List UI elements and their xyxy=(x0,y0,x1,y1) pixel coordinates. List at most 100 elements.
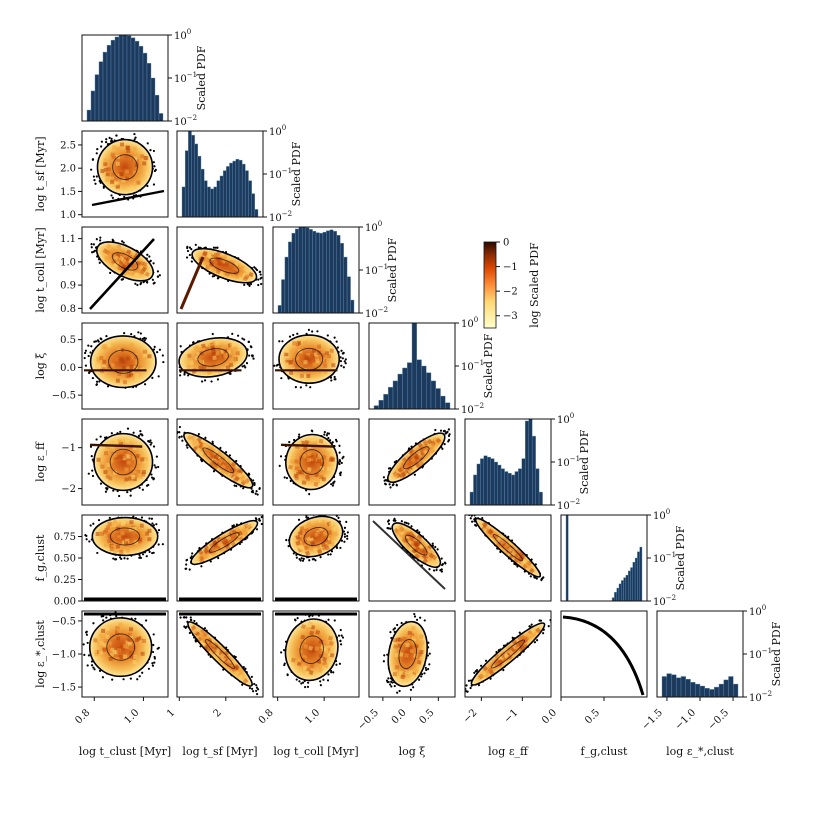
outlier-point xyxy=(132,431,135,434)
density-pixel xyxy=(301,624,306,629)
density-pixel xyxy=(125,439,130,444)
outlier-point xyxy=(96,339,100,342)
outlier-point xyxy=(151,522,154,525)
outlier-point xyxy=(343,526,347,529)
density-pixel xyxy=(426,438,433,445)
outlier-point xyxy=(141,488,144,491)
density-pixel xyxy=(284,349,289,354)
contour-line xyxy=(111,252,139,271)
density-pixel xyxy=(315,478,321,484)
outlier-point xyxy=(109,271,112,274)
outlier-point xyxy=(153,165,156,168)
outlier-point xyxy=(93,249,97,252)
histogram-ytick-label: 10−1 xyxy=(365,263,388,277)
outlier-point xyxy=(484,659,488,662)
outlier-point xyxy=(241,337,244,340)
density-pixel xyxy=(102,642,107,647)
outlier-point xyxy=(152,445,156,448)
outlier-point xyxy=(105,138,108,141)
outlier-point xyxy=(389,631,392,634)
outlier-point xyxy=(255,684,258,687)
density-pixel xyxy=(295,656,301,662)
contour-line xyxy=(112,154,138,180)
density-pixel xyxy=(535,627,542,634)
outlier-point xyxy=(84,349,87,352)
density-pixel xyxy=(134,527,139,532)
density-pixel xyxy=(295,534,301,540)
density-pixel xyxy=(99,531,104,536)
outlier-point xyxy=(533,641,537,644)
histogram-ylabel: Scaled PDF xyxy=(195,45,208,110)
histogram-bar xyxy=(634,557,638,602)
density-pixel xyxy=(147,537,152,542)
density-pixel xyxy=(134,377,139,382)
density-pixel xyxy=(112,145,117,150)
joint-panel-xi-fg xyxy=(368,514,456,602)
outlier-point xyxy=(197,433,201,436)
density-pixel xyxy=(230,262,236,269)
outlier-point xyxy=(323,433,326,436)
outlier-point xyxy=(428,568,431,571)
histogram-bar xyxy=(518,468,523,506)
outlier-point xyxy=(150,441,153,444)
density-pixel xyxy=(103,470,108,475)
panel-frame xyxy=(368,418,456,506)
histogram-bar xyxy=(222,170,227,218)
outlier-point xyxy=(393,517,396,520)
density-pixel xyxy=(493,658,500,665)
histogram-ytick-label: 10−1 xyxy=(174,71,197,85)
streak-line xyxy=(89,443,143,448)
outlier-point xyxy=(152,633,155,636)
histogram-bar xyxy=(483,455,488,506)
outlier-point xyxy=(278,340,281,343)
density-pixel xyxy=(318,438,324,444)
density-pixel xyxy=(235,350,241,356)
density-pixel xyxy=(142,349,147,354)
outlier-point xyxy=(214,246,218,249)
density-pixel xyxy=(300,376,305,381)
contour-line xyxy=(190,519,259,566)
xtick-label: 0.0 xyxy=(390,707,409,726)
joint-panel-tcoll-xi xyxy=(272,322,360,410)
density-pixel xyxy=(285,356,290,361)
outlier-point xyxy=(126,491,129,494)
density-pixel xyxy=(295,356,300,361)
density-pixel xyxy=(312,362,317,367)
histogram-bar xyxy=(281,279,286,314)
ytick-label: −1 xyxy=(61,443,76,454)
outlier-point xyxy=(137,331,140,334)
outlier-point xyxy=(157,375,160,378)
outlier-point xyxy=(336,346,339,349)
outlier-point xyxy=(177,431,179,434)
outlier-point xyxy=(237,334,240,337)
outlier-point xyxy=(255,686,259,689)
outlier-point xyxy=(477,684,481,687)
density-pixel xyxy=(241,526,247,533)
ytick-label: 2.5 xyxy=(60,140,76,151)
outlier-point xyxy=(98,261,101,264)
density-pixel xyxy=(215,256,221,262)
density-pixel xyxy=(116,649,121,654)
density-layer xyxy=(278,429,345,496)
density-pixel xyxy=(303,545,309,551)
histogram-bar xyxy=(504,471,509,506)
density-pixel xyxy=(236,472,243,479)
outlier-point xyxy=(155,523,158,526)
histogram-bar xyxy=(728,676,734,698)
density-pixel xyxy=(307,622,313,628)
density-pixel xyxy=(420,640,425,645)
outlier-point xyxy=(219,446,222,449)
histogram-bar xyxy=(445,402,451,410)
density-pixel xyxy=(134,534,139,539)
density-pixel xyxy=(328,640,334,646)
histogram-bar xyxy=(378,400,384,410)
density-pixel xyxy=(288,464,293,470)
density-pixel xyxy=(204,553,210,559)
outlier-point xyxy=(405,521,408,525)
histogram-ytick-label: 10−2 xyxy=(749,690,772,704)
density-pixel xyxy=(314,646,320,652)
density-pixel xyxy=(410,545,417,551)
density-pixel xyxy=(106,525,111,530)
histogram-bar xyxy=(245,170,249,218)
outlier-point xyxy=(152,643,155,647)
